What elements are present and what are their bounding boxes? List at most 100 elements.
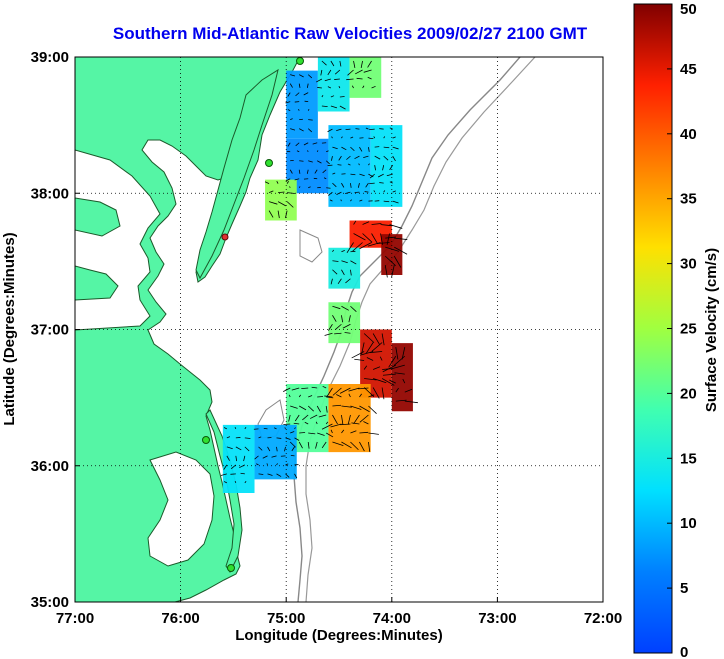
velocity-arrow	[285, 101, 291, 104]
velocity-arrow	[345, 191, 351, 194]
velocity-arrow	[268, 210, 274, 218]
velocity-arrow	[317, 396, 324, 398]
velocity-arrow	[296, 150, 300, 153]
velocity-arrow	[369, 351, 383, 353]
velocity-arrow	[289, 441, 296, 448]
velocity-arrow	[258, 473, 264, 475]
velocity-arrow	[363, 421, 369, 425]
velocity-cell	[328, 247, 361, 289]
velocity-arrow	[340, 423, 351, 426]
velocity-arrow	[291, 387, 300, 391]
velocity-arrow	[392, 190, 396, 193]
velocity-arrow	[363, 333, 375, 343]
velocity-arrow	[294, 414, 300, 422]
velocity-arrow	[323, 177, 327, 180]
colorbar-tick-label: 40	[680, 126, 697, 143]
velocity-arrow	[371, 233, 379, 245]
velocity-arrow	[328, 191, 333, 196]
velocity-arrow	[304, 421, 309, 425]
velocity-arrow	[287, 192, 295, 194]
velocity-arrow	[359, 393, 362, 398]
velocity-arrow	[377, 242, 390, 244]
chart-title: Southern Mid-Atlantic Raw Velocities 200…	[112, 24, 588, 43]
velocity-arrow	[394, 237, 408, 240]
velocity-arrow	[346, 155, 351, 160]
velocity-arrow	[330, 95, 335, 98]
radar-site-marker	[296, 57, 304, 65]
velocity-arrow	[307, 74, 313, 79]
colorbar-tick-label: 25	[680, 321, 697, 338]
velocity-arrow	[351, 422, 360, 425]
velocity-arrow	[308, 160, 313, 163]
velocity-arrow	[353, 414, 360, 425]
velocity-arrow	[393, 255, 402, 268]
velocity-arrow	[321, 95, 324, 98]
velocity-arrow	[380, 224, 393, 227]
velocity-arrow	[320, 69, 323, 76]
velocity-arrow	[341, 429, 345, 434]
velocity-arrow	[308, 395, 313, 398]
velocity-arrow	[314, 169, 318, 174]
colorbar-ticks: 0 5 10 15 20 25 30 35 40 45 50	[667, 1, 697, 659]
velocity-arrow	[389, 181, 393, 184]
velocity-arrow	[384, 255, 396, 266]
velocity-arrow	[278, 191, 285, 194]
velocity-arrow	[340, 199, 342, 202]
velocity-cell	[286, 70, 318, 139]
bay-water	[75, 149, 161, 331]
velocity-arrow	[334, 332, 342, 335]
velocity-arrow	[350, 269, 352, 276]
velocity-arrow	[290, 118, 293, 120]
velocity-arrow	[336, 128, 342, 132]
x-axis-ticks: 77:00 76:00 75:00 74:00 73:00 72:00	[56, 597, 622, 627]
velocity-arrow	[388, 355, 397, 368]
velocity-arrow	[289, 83, 293, 88]
velocity-arrow	[332, 269, 338, 275]
velocity-arrow	[294, 437, 300, 441]
velocity-arrow	[321, 60, 327, 66]
colorbar	[633, 3, 673, 654]
colorbar-tick-label: 5	[680, 580, 688, 597]
velocity-arrow	[287, 142, 291, 147]
velocity-arrow	[287, 92, 291, 97]
velocity-arrow	[267, 446, 271, 452]
velocity-arrow	[364, 378, 377, 381]
radar-site-marker	[227, 564, 235, 572]
velocity-arrow	[286, 181, 289, 184]
velocity-arrow	[336, 191, 342, 195]
velocity-arrow	[345, 278, 351, 284]
velocity-arrow	[351, 351, 365, 359]
velocity-field	[222, 57, 413, 493]
velocity-arrow	[312, 142, 318, 145]
velocity-arrow	[368, 147, 370, 152]
velocity-arrow	[276, 181, 279, 184]
velocity-arrow	[290, 405, 298, 409]
velocity-arrow	[307, 128, 313, 133]
velocity-arrow	[331, 156, 333, 161]
velocity-arrow	[383, 136, 386, 139]
velocity-arrow	[350, 173, 356, 176]
velocity-arrow	[342, 323, 351, 329]
velocity-arrow	[369, 173, 375, 179]
velocity-arrow	[288, 414, 291, 422]
velocity-arrow	[290, 128, 296, 131]
radar-site-marker	[202, 436, 210, 444]
velocity-arrow	[368, 137, 374, 140]
velocity-arrow	[321, 105, 328, 108]
velocity-arrow	[285, 473, 290, 478]
velocity-arrow	[367, 60, 372, 68]
velocity-arrow	[332, 260, 339, 262]
velocity-arrow	[362, 221, 370, 225]
velocity-arrow	[332, 182, 337, 188]
velocity-arrow	[337, 164, 342, 166]
velocity-arrow	[371, 342, 383, 352]
velocity-arrow	[330, 278, 333, 285]
velocity-arrow	[223, 464, 228, 470]
velocity-arrow	[220, 473, 227, 476]
velocity-arrow	[327, 69, 332, 76]
velocity-arrow	[404, 400, 418, 404]
velocity-arrow	[318, 414, 327, 418]
y-tick-label: 36:00	[31, 458, 69, 475]
velocity-arrow	[293, 422, 300, 425]
colorbar-tick-label: 20	[680, 385, 697, 402]
